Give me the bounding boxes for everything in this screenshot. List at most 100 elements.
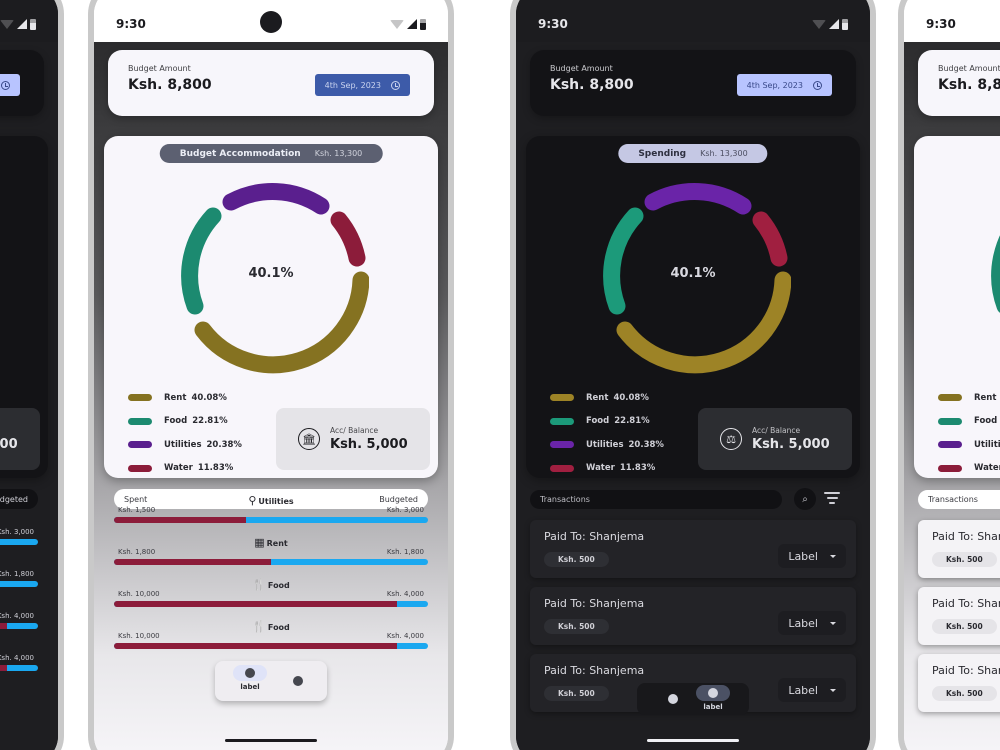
budget-card: Budget Amount Ksh. 8,800 4th Sep, 2023 [530, 50, 856, 116]
donut-segment-water [752, 211, 788, 267]
transaction-card[interactable]: Paid To: Shanjema Ksh. 500 [918, 654, 1000, 712]
search-button[interactable]: ⌕ [794, 488, 816, 510]
transaction-amount: Ksh. 500 [932, 552, 997, 567]
nav-label: label [240, 683, 260, 691]
date-chip[interactable]: 4th Sep, 2023 [736, 74, 832, 96]
category-row-food[interactable]: 🍴 Food Ksh. 10,000 Ksh. 4,000 [114, 578, 428, 618]
phone-screen: 9:30 Budget Amount Ksh. 8,800 4th Sep, 2… [516, 0, 870, 750]
transaction-title: Paid To: Shanjema [544, 664, 645, 677]
clock-icon [813, 80, 822, 90]
transaction-card[interactable]: Paid To: Shanjema Ksh. 500 Label [530, 520, 856, 578]
legend-pct: 20.38% [628, 439, 664, 450]
budget-label: Budget Amount [128, 64, 191, 73]
spent-amount: Ksh. 1,800 [118, 548, 156, 556]
swatch [128, 441, 152, 449]
bottom-nav: label [215, 661, 327, 701]
search-icon: ⌕ [802, 493, 808, 505]
donut-segment-utilities [644, 183, 752, 215]
chart-legend: Rent 40.08% Food 22.81% Utilities 20.38% Wa… [128, 386, 242, 480]
transaction-card[interactable]: Paid To: Shanjema Ksh. 500 [918, 587, 1000, 645]
donut-segment-food [181, 207, 222, 315]
transaction-title: Paid To: Shanjema [932, 530, 1000, 543]
transaction-card[interactable]: Paid To: Shanjema Ksh. 500 Label [530, 587, 856, 645]
home-indicator[interactable] [225, 739, 317, 742]
transactions-search-input[interactable]: Transactions [530, 490, 782, 509]
transaction-title: Paid To: Shanjema [932, 597, 1000, 610]
balance-label: Acc/ Balance [0, 426, 18, 435]
legend-pct: 22.81% [192, 416, 228, 427]
chart-title-pill[interactable]: Budget Accommodation Ksh. 13,300 [159, 144, 383, 163]
spent-budgeted-header: Spent Budgeted [0, 489, 38, 509]
label-dropdown[interactable]: Label [778, 678, 846, 702]
swatch [550, 441, 574, 449]
transactions-search-input[interactable]: Transactions [918, 490, 1000, 509]
legend-pct: 40.08% [613, 392, 649, 403]
status-bar: 9:30 [516, 6, 870, 42]
nav-item-active[interactable]: label [232, 665, 268, 691]
category-row-food[interactable]: 🍴 Food Ksh. 10,000 Ksh. 4,000 [114, 620, 428, 660]
legend-item-water: Water 11.83% [128, 457, 242, 481]
budget-amount: Ksh. 8,800 [938, 77, 1000, 93]
balance-amount: Ksh. 5,000 [0, 437, 18, 452]
donut-chart [181, 183, 369, 374]
nav-item-active[interactable]: label [695, 685, 731, 711]
nav-icon [245, 668, 255, 678]
home-indicator[interactable] [647, 739, 739, 742]
chart-total: Ksh. 13,300 [314, 149, 363, 158]
budgeted-amount: Ksh. 4,000 [386, 632, 424, 640]
transaction-card[interactable]: Paid To: Shanjema Ksh. 500 [918, 520, 1000, 578]
budgeted-label: Budgeted [0, 494, 28, 504]
date-chip[interactable]: 4th Sep, 2023 [314, 74, 410, 96]
spent-amount: Ksh. 1,500 [118, 506, 156, 514]
dropdown-value: Label [788, 549, 818, 563]
transaction-amount: Ksh. 500 [932, 686, 997, 701]
status-time: 9:30 [926, 17, 956, 31]
donut-segment-rent [194, 271, 369, 374]
chart-legend: Rent 40.08% Food 22.81% Utilities 20.38% Wa… [550, 386, 664, 480]
label-dropdown[interactable]: Label [778, 611, 846, 635]
date-chip[interactable]: 4th Sep, 2023 [0, 74, 20, 96]
cutlery-icon: 🍴 [252, 620, 266, 633]
battery-icon [420, 18, 426, 30]
dropdown-value: Label [788, 616, 818, 630]
nav-icon [293, 676, 303, 686]
budget-card: Budget Amount Ksh. 8,800 4th Sep, 2023 [108, 50, 434, 116]
budgeted-amount: Ksh. 3,000 [386, 506, 424, 514]
phone-screen: 9:30 Budget Amount Ksh. 8,800 4th Sep, 2… [0, 0, 58, 750]
caret-down-icon [830, 688, 836, 692]
progress-bar [114, 517, 428, 523]
category-row-utilities[interactable]: ⚲ Utilities Ksh. 1,500 Ksh. 3,000 [114, 494, 428, 534]
category-row-rent[interactable]: ▦ Rent Ksh. 1,800 Ksh. 1,800 [114, 536, 428, 576]
balance-label: Acc/ Balance [330, 426, 379, 435]
swatch [550, 417, 574, 425]
category-row: Ksh. 10,000 Ksh. 4,000 [0, 642, 38, 682]
budgeted-amount: Ksh. 1,800 [0, 570, 34, 578]
swatch [938, 417, 962, 425]
signal-icon [829, 19, 839, 29]
nav-item[interactable] [655, 691, 691, 707]
transaction-amount: Ksh. 500 [544, 619, 609, 634]
category-name: Rent [266, 539, 288, 548]
scale-icon: ⚖ [720, 428, 742, 450]
chart-title-pill[interactable]: Spending Ksh. 13,300 [618, 144, 768, 163]
budget-label: Budget Amount [0, 64, 24, 73]
camera-cutout [260, 11, 282, 33]
donut-chart [603, 183, 791, 374]
swatch [128, 417, 152, 425]
balance-box: 🏛 Acc/ Balance Ksh. 5,000 [0, 408, 40, 470]
nav-icon [668, 694, 678, 704]
chart-card: 🏛 Acc/ Balance Ksh. 5,000 [0, 136, 48, 478]
chart-title: Spending [638, 148, 687, 159]
label-dropdown[interactable]: Label [778, 544, 846, 568]
filter-icon[interactable] [824, 492, 840, 506]
swatch [550, 394, 574, 402]
legend-pct: 20.38% [206, 439, 242, 450]
status-time: 9:30 [116, 17, 146, 31]
signal-icon [17, 19, 27, 29]
nav-item[interactable] [280, 673, 316, 689]
swatch [938, 394, 962, 402]
